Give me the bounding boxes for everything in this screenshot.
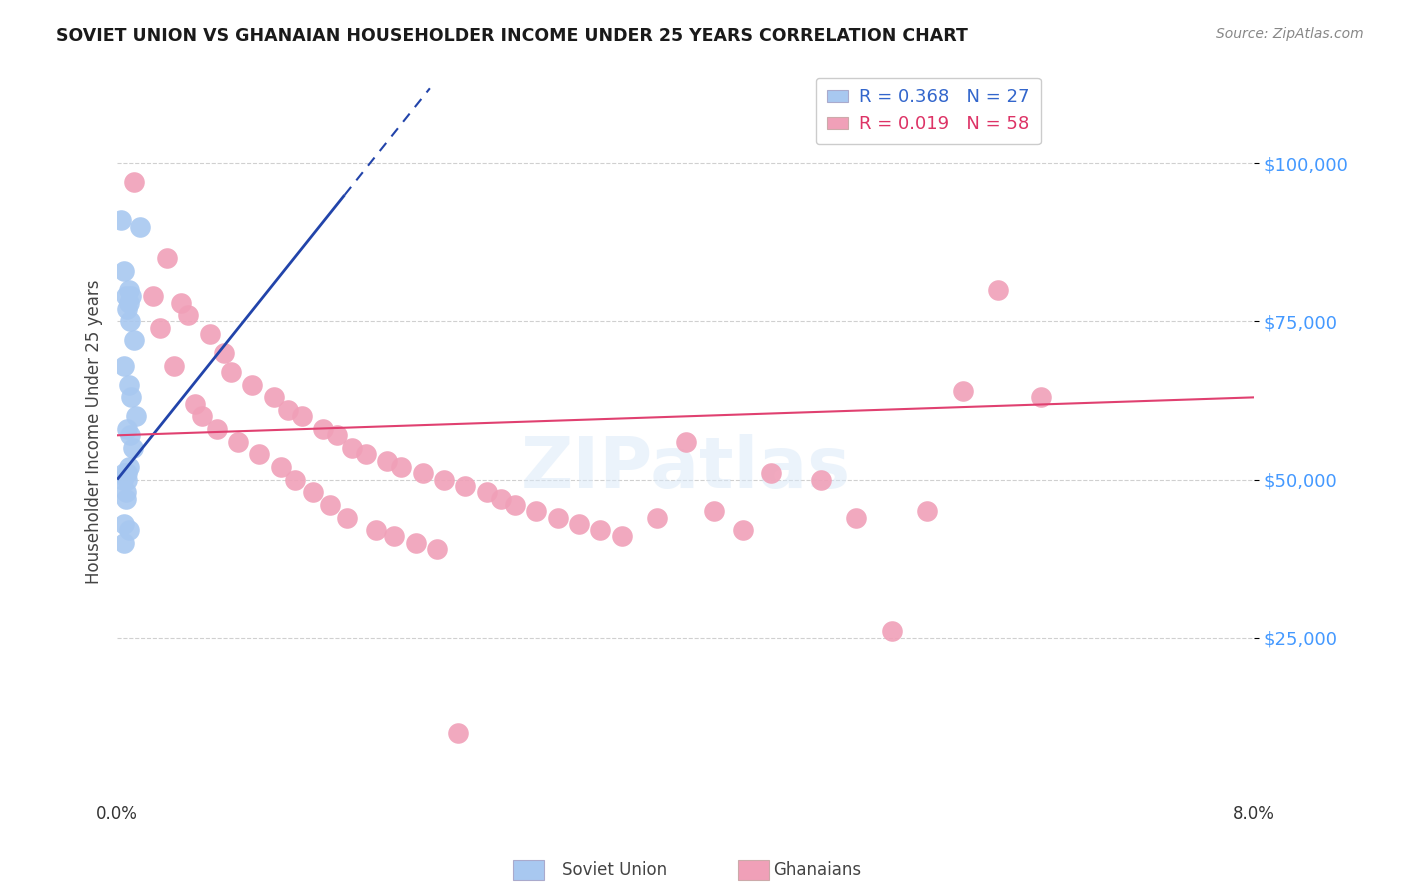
Point (163, 359, 186, 373)
Point (156, 252, 179, 266)
Point (952, 384, 974, 398)
Point (277, 403, 299, 417)
Point (810, 473, 832, 487)
Point (117, 283, 139, 297)
Point (645, 510, 668, 524)
Point (703, 504, 725, 518)
Point (111, 473, 134, 487)
Text: Soviet Union: Soviet Union (562, 861, 668, 879)
Point (114, 485, 136, 500)
Point (121, 441, 143, 455)
Point (284, 473, 307, 487)
Point (122, 334, 145, 348)
Point (198, 327, 221, 342)
Point (212, 346, 235, 360)
Point (319, 498, 342, 512)
Point (115, 422, 138, 436)
Point (112, 536, 135, 550)
Point (226, 434, 249, 449)
Point (115, 467, 138, 481)
Point (447, 725, 470, 739)
Point (375, 453, 398, 467)
Point (122, 175, 145, 189)
Point (118, 428, 141, 442)
Point (987, 283, 1010, 297)
Point (731, 523, 754, 537)
Point (191, 409, 214, 424)
Point (117, 377, 139, 392)
Point (205, 422, 228, 436)
Point (120, 289, 142, 303)
Point (291, 409, 314, 424)
Point (382, 529, 405, 543)
Text: Source: ZipAtlas.com: Source: ZipAtlas.com (1216, 27, 1364, 41)
Point (114, 491, 136, 506)
Point (129, 219, 152, 234)
Point (219, 365, 242, 379)
Point (412, 467, 434, 481)
Point (610, 529, 633, 543)
Point (326, 428, 349, 442)
Point (405, 536, 427, 550)
Point (117, 459, 139, 474)
Point (336, 510, 359, 524)
Point (114, 289, 136, 303)
Text: Ghanaians: Ghanaians (773, 861, 862, 879)
Point (454, 479, 477, 493)
Point (142, 289, 165, 303)
Point (120, 390, 142, 404)
Point (312, 422, 335, 436)
Point (184, 397, 207, 411)
Point (547, 510, 569, 524)
Point (475, 485, 498, 500)
Point (433, 473, 456, 487)
Point (489, 491, 512, 506)
Point (503, 498, 526, 512)
Point (112, 467, 135, 481)
Point (270, 459, 292, 474)
Point (426, 542, 449, 557)
Point (112, 359, 135, 373)
Point (117, 295, 139, 310)
Point (115, 301, 138, 316)
Text: SOVIET UNION VS GHANAIAN HOUSEHOLDER INCOME UNDER 25 YEARS CORRELATION CHART: SOVIET UNION VS GHANAIAN HOUSEHOLDER INC… (56, 27, 969, 45)
Point (1029, 390, 1052, 404)
Legend: R = 0.368   N = 27, R = 0.019   N = 58: R = 0.368 N = 27, R = 0.019 N = 58 (815, 78, 1040, 145)
Y-axis label: Householder Income Under 25 years: Householder Income Under 25 years (86, 280, 103, 584)
Point (240, 377, 263, 392)
Point (880, 624, 903, 639)
Text: ZIPatlas: ZIPatlas (520, 434, 851, 503)
Point (117, 523, 139, 537)
Point (112, 516, 135, 531)
Point (675, 434, 697, 449)
Point (354, 447, 377, 461)
Point (917, 504, 939, 518)
Point (112, 264, 135, 278)
Point (759, 467, 782, 481)
Point (115, 473, 138, 487)
Point (247, 447, 270, 461)
Point (118, 314, 141, 328)
Point (170, 295, 193, 310)
Point (302, 485, 325, 500)
Point (364, 523, 387, 537)
Point (568, 516, 591, 531)
Point (391, 459, 413, 474)
Point (149, 320, 172, 334)
Point (845, 510, 868, 524)
Point (124, 409, 146, 424)
Point (589, 523, 612, 537)
Point (263, 390, 285, 404)
Point (110, 213, 132, 227)
Point (526, 504, 548, 518)
Point (177, 308, 200, 322)
Point (340, 441, 363, 455)
